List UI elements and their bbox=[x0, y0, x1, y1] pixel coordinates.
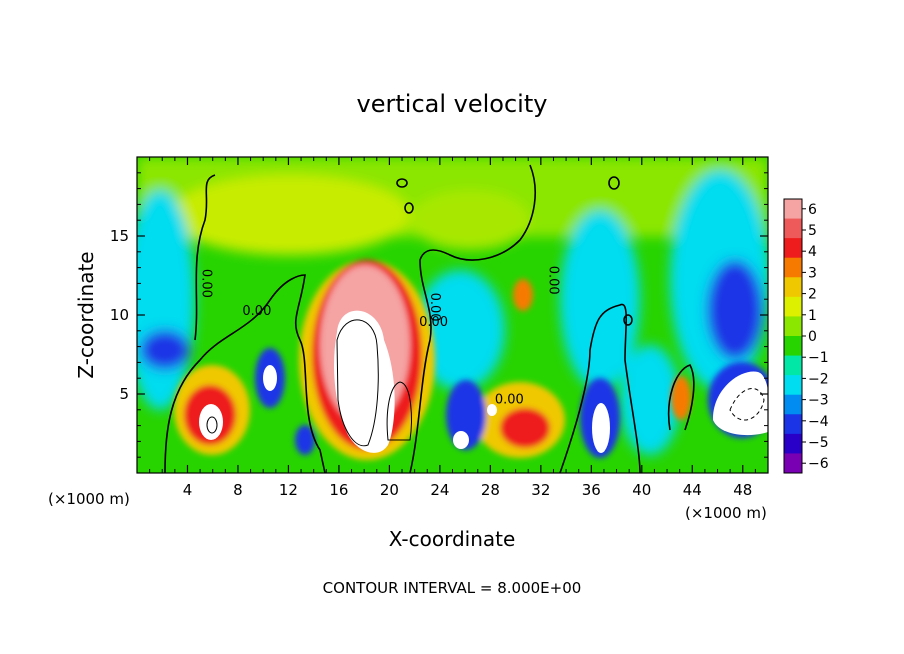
contour-label: 0.00 bbox=[546, 266, 561, 295]
contour-zero-mid bbox=[409, 164, 536, 473]
blue-right bbox=[707, 260, 763, 360]
colorbar-swatch bbox=[784, 277, 802, 298]
contour-label: 0.00 bbox=[199, 269, 214, 298]
core-left bbox=[199, 404, 223, 440]
colorbar-label: 0 bbox=[808, 329, 817, 345]
colorbar-swatch bbox=[784, 316, 802, 337]
colorbar-label: 6 bbox=[808, 202, 817, 218]
colorbar-swatch bbox=[784, 375, 802, 396]
updraft-right-core bbox=[500, 408, 550, 448]
colorbar-swatch bbox=[784, 453, 802, 474]
contour-dashed bbox=[729, 388, 765, 421]
cyan-low-right bbox=[620, 345, 680, 455]
y-tick-label: 10 bbox=[110, 306, 129, 324]
contour-small-c bbox=[608, 176, 620, 190]
colorbar-label: 3 bbox=[808, 265, 817, 281]
colorbar: 6 5 4 3 2 1 0 −1 −2 −3 −4 −5 −6 bbox=[783, 198, 829, 474]
contour-lines bbox=[164, 164, 765, 473]
x-unit-label-left: (×1000 m) bbox=[48, 490, 130, 508]
colorbar-swatch bbox=[784, 238, 802, 259]
x-tick-label: 8 bbox=[233, 481, 243, 499]
colorbar-swatch bbox=[784, 199, 802, 220]
x-tick-label: 12 bbox=[279, 481, 298, 499]
colorbar-swatch bbox=[784, 336, 802, 357]
blue-left bbox=[140, 330, 190, 370]
colorbar-label: −3 bbox=[808, 393, 829, 409]
core-down-a bbox=[263, 365, 277, 391]
updraft-top bbox=[513, 279, 533, 311]
colorbar-swatch bbox=[784, 433, 802, 454]
contour-label: 0.00 bbox=[419, 315, 448, 330]
upper-yellow bbox=[170, 175, 410, 255]
contour-core-main bbox=[336, 319, 379, 447]
x-tick-label: 48 bbox=[733, 481, 752, 499]
heatmap-field: 0.000.00 0.000.000.000.00 bbox=[137, 157, 768, 473]
colorbar-swatch bbox=[784, 414, 802, 435]
cyan-mid bbox=[415, 270, 505, 390]
cyan-left bbox=[137, 190, 195, 410]
contour-small-d bbox=[623, 314, 633, 326]
chart-title: vertical velocity bbox=[357, 90, 548, 118]
contour-zero-far bbox=[667, 364, 695, 431]
colorbar-label: −6 bbox=[808, 456, 829, 472]
contour-small-a bbox=[396, 178, 408, 188]
colorbar-swatch bbox=[784, 257, 802, 278]
upper-yellow-2 bbox=[410, 190, 530, 250]
contour-zero-right bbox=[559, 303, 641, 473]
extreme-cores bbox=[199, 310, 768, 453]
core-down-b bbox=[453, 431, 469, 449]
updraft-small bbox=[671, 376, 691, 420]
colorbar-label: −2 bbox=[808, 371, 829, 387]
x-tick-label: 40 bbox=[632, 481, 651, 499]
contour-core-left bbox=[206, 416, 218, 434]
x-tick-label: 20 bbox=[380, 481, 399, 499]
contour-small-b bbox=[404, 202, 414, 214]
colorbar-label: 1 bbox=[808, 308, 817, 324]
downdraft-b bbox=[446, 380, 486, 450]
x-tick-label: 28 bbox=[481, 481, 500, 499]
x-tick-label: 4 bbox=[183, 481, 193, 499]
colorbar-swatch bbox=[784, 218, 802, 239]
x-axis-label: X-coordinate bbox=[389, 527, 516, 551]
x-tick-label: 32 bbox=[531, 481, 550, 499]
colorbar-label: −4 bbox=[808, 414, 829, 430]
contour-interval-footer: CONTOUR INTERVAL = 8.000E+00 bbox=[323, 579, 582, 597]
x-tick-label: 44 bbox=[683, 481, 702, 499]
contour-zero-left bbox=[164, 274, 326, 473]
contour-labels: 0.000.00 0.000.000.000.00 bbox=[199, 266, 561, 408]
contour-label: 0.00 bbox=[242, 304, 271, 319]
y-tick-label: 5 bbox=[119, 385, 129, 403]
y-axis-label: Z-coordinate bbox=[74, 251, 98, 378]
colorbar-swatch bbox=[784, 296, 802, 317]
colorbar-label: 4 bbox=[808, 244, 817, 260]
contour-zero-upper bbox=[194, 174, 216, 341]
downdraft-e bbox=[295, 425, 315, 455]
contour-label: 0.00 bbox=[427, 293, 442, 322]
x-tick-label: 24 bbox=[430, 481, 449, 499]
core-down-d bbox=[712, 371, 768, 436]
contour-label: 0.00 bbox=[495, 392, 524, 407]
colorbar-swatch bbox=[784, 355, 802, 376]
colorbar-label: 5 bbox=[808, 223, 817, 239]
core-down-e bbox=[487, 404, 497, 416]
x-tick-label: 36 bbox=[582, 481, 601, 499]
core-main bbox=[334, 310, 395, 453]
cyan-mid-2 bbox=[560, 210, 640, 390]
x-tick-label: 16 bbox=[329, 481, 348, 499]
y-tick-label: 15 bbox=[110, 227, 129, 245]
colorbar-label: 2 bbox=[808, 287, 817, 303]
colorbar-label: −5 bbox=[808, 435, 829, 451]
contour-core-right bbox=[386, 381, 412, 441]
x-unit-label-right: (×1000 m) bbox=[685, 504, 767, 522]
colorbar-label: −1 bbox=[808, 350, 829, 366]
colorbar-swatch bbox=[784, 394, 802, 415]
core-down-c bbox=[592, 403, 610, 453]
